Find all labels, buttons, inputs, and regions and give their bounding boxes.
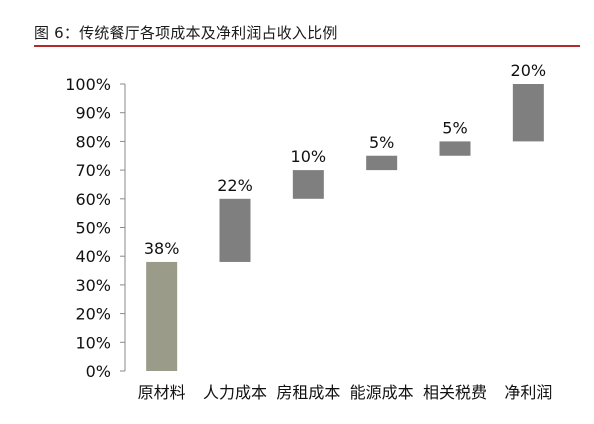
bar-5 — [439, 141, 471, 156]
data-label-6: 20% — [511, 61, 547, 80]
bar-6 — [512, 84, 544, 142]
bar-3 — [292, 170, 324, 199]
data-label-3: 10% — [291, 147, 327, 166]
bar-1 — [146, 261, 178, 371]
data-labels-group: 38% 22% 10% 5% 5% 20% — [144, 61, 546, 258]
data-label-5: 5% — [442, 118, 467, 137]
bars-group — [146, 84, 544, 371]
y-tick-label: 100% — [65, 75, 111, 94]
category-labels-group: 原材料 人力成本 房租成本 能源成本 相关税费 净利润 — [138, 383, 553, 402]
y-tick-label: 0% — [86, 362, 111, 381]
y-tick-label: 90% — [75, 104, 111, 123]
data-label-1: 38% — [144, 239, 180, 258]
y-tick-label: 80% — [75, 132, 111, 151]
y-axis-ticks: 0% 10% 20% 30% 40% 50% 60% 70% 80% 90% 100% — [65, 75, 125, 381]
y-tick-label: 10% — [75, 333, 111, 352]
figure-title: 图 6：传统餐厅各项成本及净利润占收入比例 — [34, 24, 338, 42]
category-label-5: 相关税费 — [423, 383, 487, 402]
bar-2 — [219, 198, 251, 262]
y-tick-label: 50% — [75, 219, 111, 238]
y-tick-label: 60% — [75, 190, 111, 209]
y-tick-label: 20% — [75, 305, 111, 324]
data-label-2: 22% — [217, 176, 253, 195]
category-label-2: 人力成本 — [203, 383, 267, 402]
category-label-6: 净利润 — [504, 383, 552, 402]
y-tick-label: 40% — [75, 247, 111, 266]
category-label-3: 房租成本 — [276, 383, 340, 402]
category-label-4: 能源成本 — [350, 383, 414, 402]
category-label-1: 原材料 — [138, 383, 186, 402]
y-tick-label: 30% — [75, 276, 111, 295]
bar-4 — [366, 155, 398, 171]
data-label-4: 5% — [369, 133, 394, 152]
y-tick-label: 70% — [75, 161, 111, 180]
title-rule — [34, 45, 580, 47]
